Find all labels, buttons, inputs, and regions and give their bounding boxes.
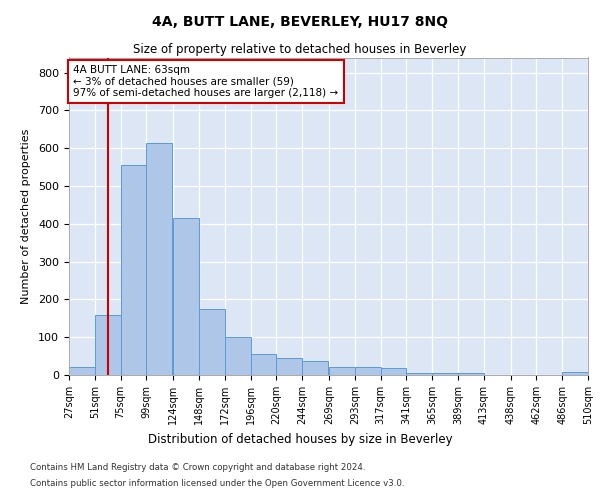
Y-axis label: Number of detached properties: Number of detached properties [21, 128, 31, 304]
Text: Contains HM Land Registry data © Crown copyright and database right 2024.: Contains HM Land Registry data © Crown c… [30, 464, 365, 472]
Bar [562, 372, 588, 375]
Bar [69, 368, 95, 375]
Text: 4A BUTT LANE: 63sqm
← 3% of detached houses are smaller (59)
97% of semi-detache: 4A BUTT LANE: 63sqm ← 3% of detached hou… [73, 65, 338, 98]
Bar [225, 337, 251, 375]
Bar [251, 354, 277, 375]
Bar [146, 142, 172, 375]
Bar [329, 368, 355, 375]
Text: Contains public sector information licensed under the Open Government Licence v3: Contains public sector information licen… [30, 478, 404, 488]
Text: Size of property relative to detached houses in Beverley: Size of property relative to detached ho… [133, 42, 467, 56]
Bar [432, 373, 458, 375]
Bar [95, 314, 121, 375]
Bar [355, 368, 380, 375]
Bar [199, 309, 225, 375]
Text: 4A, BUTT LANE, BEVERLEY, HU17 8NQ: 4A, BUTT LANE, BEVERLEY, HU17 8NQ [152, 15, 448, 29]
Bar [277, 358, 302, 375]
Bar [380, 368, 406, 375]
Bar [173, 218, 199, 375]
Bar [406, 373, 432, 375]
Bar [302, 360, 328, 375]
Text: Distribution of detached houses by size in Beverley: Distribution of detached houses by size … [148, 432, 452, 446]
Bar [121, 165, 146, 375]
Bar [458, 373, 484, 375]
